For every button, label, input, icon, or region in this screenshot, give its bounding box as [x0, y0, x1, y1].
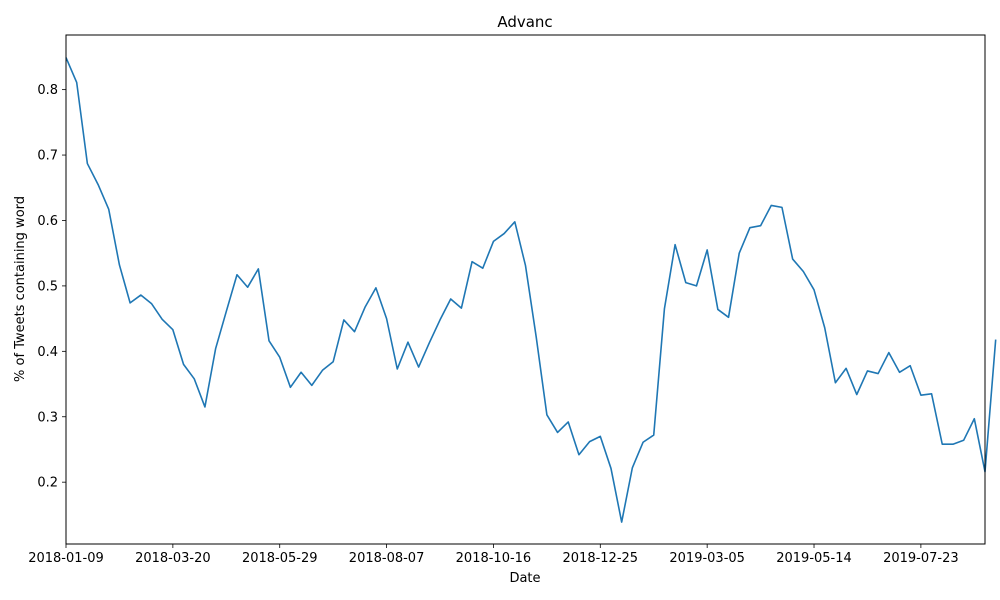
x-tick-label: 2018-05-29	[242, 551, 318, 566]
x-tick-label: 2018-03-20	[135, 551, 211, 566]
y-tick-label: 0.5	[37, 279, 58, 294]
x-axis-label: Date	[509, 571, 540, 586]
x-tick-label: 2018-08-07	[349, 551, 425, 566]
series-line	[65, 57, 997, 523]
y-tick-label: 0.3	[37, 410, 58, 425]
x-tick-label: 2018-10-16	[456, 551, 532, 566]
plot-frame	[65, 34, 986, 545]
x-tick-label: 2018-01-09	[28, 551, 104, 566]
chart-title: Advanc	[497, 13, 552, 31]
plot-area	[65, 57, 997, 523]
y-tick-label: 0.4	[37, 345, 58, 360]
y-axis-label: % of Tweets containing word	[13, 196, 28, 382]
y-tick-label: 0.8	[37, 83, 58, 98]
y-tick-label: 0.7	[37, 149, 58, 164]
y-tick-label: 0.2	[37, 476, 58, 491]
x-axis-ticks: 2018-01-09 2018-03-20 2018-05-29 2018-08-07…	[28, 544, 959, 566]
x-tick-label: 2019-03-05	[669, 551, 745, 566]
x-tick-label: 2019-05-14	[776, 551, 852, 566]
x-tick-label: 2018-12-25	[563, 551, 639, 566]
y-tick-label: 0.6	[37, 214, 58, 229]
x-tick-label: 2019-07-23	[883, 551, 959, 566]
y-axis-ticks: 0.2 0.3 0.4 0.5 0.6 0.7 0.8	[37, 83, 66, 491]
